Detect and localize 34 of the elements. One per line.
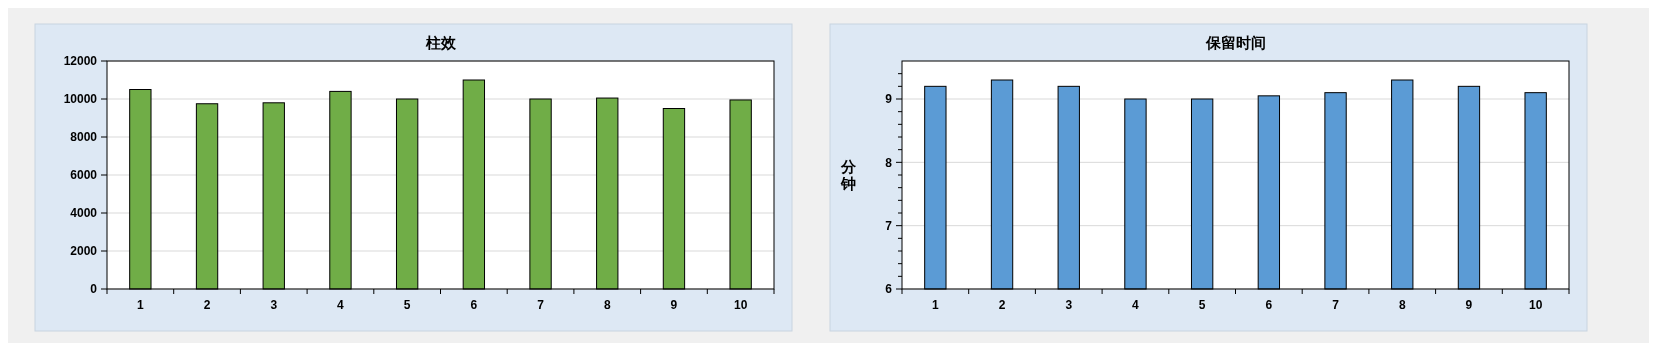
x-tick-label: 1 (137, 298, 145, 312)
y-tick-label: 10000 (63, 92, 98, 107)
x-tick-label: 10 (1528, 298, 1543, 312)
chart-title: 保留时间 (1204, 34, 1266, 51)
y-tick-label: 8000 (70, 130, 98, 145)
y-tick-label: 8 (885, 155, 893, 170)
x-tick-label: 6 (470, 298, 478, 312)
x-tick-label: 5 (1198, 298, 1206, 312)
x-tick-label: 3 (270, 298, 278, 312)
x-tick-label: 2 (998, 298, 1006, 312)
y-tick-label: 4000 (70, 206, 98, 221)
x-tick-label: 9 (670, 298, 678, 312)
y-tick-label: 6000 (70, 168, 98, 183)
x-tick-label: 4 (1132, 298, 1140, 312)
y-tick-label: 2000 (70, 244, 98, 259)
x-tick-label: 9 (1465, 298, 1473, 312)
x-tick-label: 6 (1265, 298, 1273, 312)
y-tick-label: 0 (90, 282, 98, 297)
x-tick-label: 8 (1398, 298, 1406, 312)
x-tick-label: 3 (1065, 298, 1073, 312)
x-tick-label: 4 (337, 298, 345, 312)
x-tick-label: 10 (733, 298, 748, 312)
y-tick-label: 12000 (63, 54, 98, 69)
x-tick-label: 5 (403, 298, 411, 312)
y-axis-title: 分钟 (839, 158, 857, 192)
chart-title: 柱效 (424, 34, 457, 51)
x-tick-label: 8 (603, 298, 611, 312)
x-tick-label: 7 (1332, 298, 1340, 312)
x-tick-label: 7 (537, 298, 545, 312)
x-tick-label: 1 (932, 298, 940, 312)
y-tick-label: 6 (885, 282, 893, 297)
y-tick-label: 9 (885, 92, 893, 107)
y-tick-label: 7 (885, 218, 893, 233)
x-tick-label: 2 (203, 298, 211, 312)
